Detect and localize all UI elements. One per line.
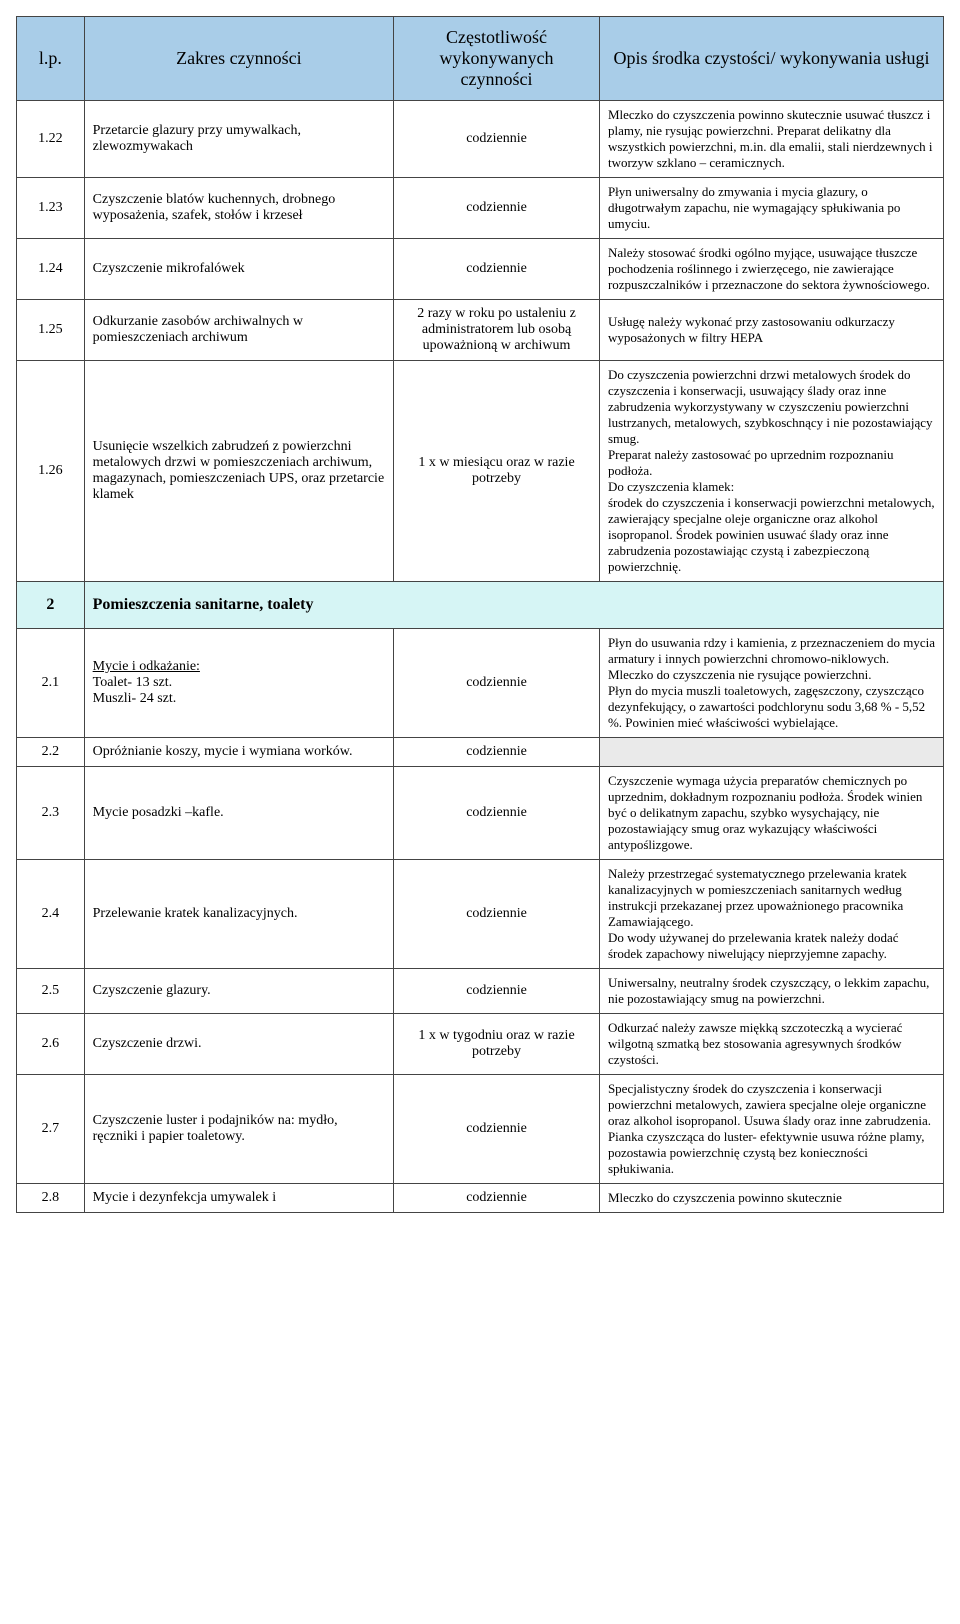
table-body: 1.22Przetarcie glazury przy umywalkach, … xyxy=(17,101,944,1213)
cell-lp: 2.7 xyxy=(17,1075,85,1184)
header-freq: Częstotliwość wykonywanych czynności xyxy=(394,17,600,101)
cell-freq: codziennie xyxy=(394,239,600,300)
cell-scope: Przetarcie glazury przy umywalkach, zlew… xyxy=(84,101,393,178)
section-title: Pomieszczenia sanitarne, toalety xyxy=(84,582,943,629)
cell-freq: codziennie xyxy=(394,629,600,738)
cell-freq: codziennie xyxy=(394,1184,600,1213)
cell-lp: 2.3 xyxy=(17,767,85,860)
cell-lp: 2.5 xyxy=(17,969,85,1014)
cell-desc: Czyszczenie wymaga użycia preparatów che… xyxy=(599,767,943,860)
cell-lp: 2.1 xyxy=(17,629,85,738)
cell-freq: codziennie xyxy=(394,860,600,969)
cell-lp: 2.8 xyxy=(17,1184,85,1213)
cell-freq: 1 x w tygodniu oraz w razie potrzeby xyxy=(394,1014,600,1075)
cell-scope: Mycie i odkażanie:Toalet- 13 szt. Muszli… xyxy=(84,629,393,738)
table-row: 1.25Odkurzanie zasobów archiwalnych w po… xyxy=(17,300,944,361)
table-row: 1.23Czyszczenie blatów kuchennych, drobn… xyxy=(17,178,944,239)
cell-lp: 2.4 xyxy=(17,860,85,969)
cell-lp: 1.24 xyxy=(17,239,85,300)
table-header: l.p. Zakres czynności Częstotliwość wyko… xyxy=(17,17,944,101)
cell-freq: codziennie xyxy=(394,1075,600,1184)
cell-scope: Czyszczenie glazury. xyxy=(84,969,393,1014)
cell-desc: Płyn uniwersalny do zmywania i mycia gla… xyxy=(599,178,943,239)
cell-scope: Czyszczenie blatów kuchennych, drobnego … xyxy=(84,178,393,239)
cell-scope: Czyszczenie mikrofalówek xyxy=(84,239,393,300)
cell-freq: 2 razy w roku po ustaleniu z administrat… xyxy=(394,300,600,361)
cell-desc: Należy przestrzegać systematycznego prze… xyxy=(599,860,943,969)
cell-desc: Uniwersalny, neutralny środek czyszczący… xyxy=(599,969,943,1014)
cell-lp: 1.23 xyxy=(17,178,85,239)
table-row: 2.5Czyszczenie glazury.codziennieUniwers… xyxy=(17,969,944,1014)
cell-desc: Mleczko do czyszczenia powinno skuteczni… xyxy=(599,1184,943,1213)
cell-desc: Usługę należy wykonać przy zastosowaniu … xyxy=(599,300,943,361)
table-row: 1.22Przetarcie glazury przy umywalkach, … xyxy=(17,101,944,178)
cell-lp: 2.2 xyxy=(17,738,85,767)
cell-scope: Przelewanie kratek kanalizacyjnych. xyxy=(84,860,393,969)
cell-scope: Mycie posadzki –kafle. xyxy=(84,767,393,860)
cell-desc: Należy stosować środki ogólno myjące, us… xyxy=(599,239,943,300)
cell-freq: codziennie xyxy=(394,738,600,767)
cell-scope: Czyszczenie drzwi. xyxy=(84,1014,393,1075)
cell-scope: Mycie i dezynfekcja umywalek i xyxy=(84,1184,393,1213)
cell-scope: Czyszczenie luster i podajników na: mydł… xyxy=(84,1075,393,1184)
header-desc: Opis środka czystości/ wykonywania usług… xyxy=(599,17,943,101)
table-row: 2.3Mycie posadzki –kafle.codziennieCzysz… xyxy=(17,767,944,860)
table-row: 2.1Mycie i odkażanie:Toalet- 13 szt. Mus… xyxy=(17,629,944,738)
header-lp: l.p. xyxy=(17,17,85,101)
cell-freq: codziennie xyxy=(394,178,600,239)
scope-rest: Toalet- 13 szt. Muszli- 24 szt. xyxy=(93,675,385,707)
cell-lp: 1.22 xyxy=(17,101,85,178)
cell-desc: Płyn do usuwania rdzy i kamienia, z prze… xyxy=(599,629,943,738)
cell-lp: 1.26 xyxy=(17,361,85,582)
table-row: 2.4Przelewanie kratek kanalizacyjnych.co… xyxy=(17,860,944,969)
cell-lp: 1.25 xyxy=(17,300,85,361)
cell-desc: Do czyszczenia powierzchni drzwi metalow… xyxy=(599,361,943,582)
scope-underline: Mycie i odkażanie: xyxy=(93,659,200,674)
table-row: 2.7Czyszczenie luster i podajników na: m… xyxy=(17,1075,944,1184)
table-row: 2.6Czyszczenie drzwi.1 x w tygodniu oraz… xyxy=(17,1014,944,1075)
table-row: 1.26Usunięcie wszelkich zabrudzeń z powi… xyxy=(17,361,944,582)
cell-freq: 1 x w miesiącu oraz w razie potrzeby xyxy=(394,361,600,582)
cell-scope: Odkurzanie zasobów archiwalnych w pomies… xyxy=(84,300,393,361)
table-row: 1.24Czyszczenie mikrofalówekcodziennieNa… xyxy=(17,239,944,300)
cell-desc xyxy=(599,738,943,767)
cell-desc: Odkurzać należy zawsze miękką szczoteczk… xyxy=(599,1014,943,1075)
header-scope: Zakres czynności xyxy=(84,17,393,101)
cleaning-schedule-table: l.p. Zakres czynności Częstotliwość wyko… xyxy=(16,16,944,1213)
table-row: 2.8Mycie i dezynfekcja umywalek icodzien… xyxy=(17,1184,944,1213)
table-row: 2.2Opróżnianie koszy, mycie i wymiana wo… xyxy=(17,738,944,767)
cell-freq: codziennie xyxy=(394,767,600,860)
section-lp: 2 xyxy=(17,582,85,629)
cell-lp: 2.6 xyxy=(17,1014,85,1075)
cell-desc: Specjalistyczny środek do czyszczenia i … xyxy=(599,1075,943,1184)
cell-freq: codziennie xyxy=(394,969,600,1014)
cell-scope: Opróżnianie koszy, mycie i wymiana workó… xyxy=(84,738,393,767)
cell-scope: Usunięcie wszelkich zabrudzeń z powierzc… xyxy=(84,361,393,582)
section-row: 2Pomieszczenia sanitarne, toalety xyxy=(17,582,944,629)
cell-desc: Mleczko do czyszczenia powinno skuteczni… xyxy=(599,101,943,178)
cell-freq: codziennie xyxy=(394,101,600,178)
